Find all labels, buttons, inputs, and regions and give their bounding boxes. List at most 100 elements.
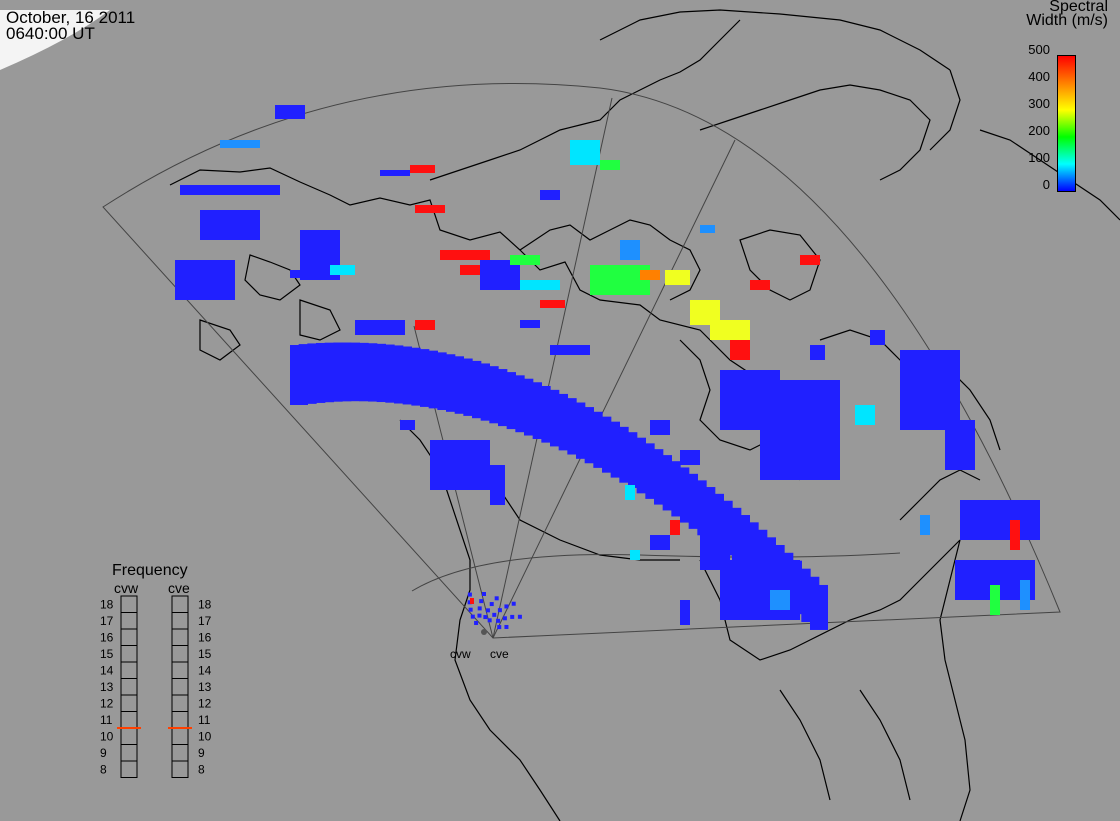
scatter-cell <box>492 612 497 617</box>
scatter-cell <box>520 280 560 290</box>
frequency-box <box>120 645 138 663</box>
sunlit-region <box>0 10 110 70</box>
scatter-cell <box>520 320 540 328</box>
date-label: October, 16 2011 <box>6 8 136 27</box>
scatter-cell <box>468 607 473 612</box>
colorbar-tick: 500 <box>1028 42 1050 57</box>
frequency-box <box>171 628 189 646</box>
scatter-cell <box>1010 520 1020 550</box>
scatter-cell <box>470 614 475 619</box>
scatter-cell <box>665 270 690 285</box>
scatter-cell <box>600 160 620 170</box>
scatter-cell <box>485 608 490 613</box>
scatter-cell <box>487 618 492 623</box>
frequency-box <box>171 678 189 696</box>
frequency-scale-label: 16 <box>100 630 114 644</box>
frequency-scale-label: 11 <box>100 713 113 727</box>
scatter-cell <box>474 620 479 625</box>
scatter-cell <box>477 606 482 611</box>
frequency-box <box>171 661 189 679</box>
colorbar-tick: 100 <box>1028 150 1050 165</box>
frequency-box <box>120 744 138 762</box>
scatter-cell <box>630 550 640 560</box>
colorbar-title: Spectral Width (m/s) <box>1026 0 1108 29</box>
scatter-cell <box>415 320 435 330</box>
frequency-scale-label: 12 <box>198 696 212 710</box>
scatter-cell <box>489 602 494 607</box>
scatter-cell <box>760 380 840 480</box>
scatter-cell <box>625 485 635 500</box>
scatter-cell <box>504 624 509 629</box>
scatter-cell <box>680 450 700 465</box>
frequency-title: Frequency <box>112 562 188 579</box>
frequency-col-cve: cve <box>168 580 190 596</box>
scatter-cell <box>710 320 750 340</box>
frequency-box <box>120 661 138 679</box>
colorbar-title-line1: Spectral <box>1049 0 1108 15</box>
scatter-cell <box>440 250 490 260</box>
frequency-box <box>120 727 138 745</box>
scatter-cell <box>517 614 522 619</box>
frequency-scale-label: 13 <box>100 680 114 694</box>
frequency-scale-label: 11 <box>198 713 211 727</box>
frequency-scale-label: 16 <box>198 630 212 644</box>
scatter-cell <box>180 185 280 195</box>
radar-site-marker <box>481 629 487 635</box>
scatter-cell <box>1020 580 1030 610</box>
radar-site-label-cvw: cvw <box>450 647 471 661</box>
scatter-cell <box>175 260 235 300</box>
frequency-scale-label: 14 <box>198 663 212 677</box>
frequency-box <box>120 628 138 646</box>
scatter-cell <box>810 600 825 620</box>
scatter-cell <box>483 615 488 620</box>
scatter-cell <box>810 345 825 360</box>
scatter-cell <box>220 140 260 148</box>
frequency-box <box>120 612 138 630</box>
scatter-cell <box>900 350 960 430</box>
frequency-box <box>171 760 189 778</box>
colorbar <box>1057 55 1076 192</box>
radar-site-label-cve: cve <box>490 647 509 661</box>
scatter-cell <box>494 596 499 601</box>
scatter-cell <box>467 600 472 605</box>
scatter-cell <box>380 170 410 176</box>
scatter-cell <box>650 535 670 550</box>
frequency-box <box>120 760 138 778</box>
scatter-cell <box>510 255 540 265</box>
frequency-box <box>120 678 138 696</box>
scatter-cell <box>540 190 560 200</box>
scatter-cell <box>497 608 502 613</box>
frequency-scale-label: 17 <box>198 614 212 628</box>
scatter-cell <box>540 300 565 308</box>
scatter-cell <box>460 265 490 275</box>
frequency-scale: 18 18 17 17 16 16 15 15 14 14 13 13 12 12 11 11 10 10 9 9 8 8 <box>100 595 212 778</box>
frequency-scale-label: 10 <box>198 729 212 743</box>
colorbar-title-line2: Width (m/s) <box>1026 12 1108 29</box>
scatter-cell <box>400 420 415 430</box>
scatter-cell <box>504 604 509 609</box>
frequency-scale-label: 13 <box>198 680 212 694</box>
colorbar-tick: 0 <box>1042 177 1050 192</box>
frequency-box <box>171 645 189 663</box>
frequency-scale-label: 8 <box>198 762 205 776</box>
frequency-box <box>120 694 138 712</box>
frequency-box <box>171 694 189 712</box>
scatter-cell <box>620 240 640 260</box>
scatter-cell <box>355 320 405 335</box>
scatter-cell <box>410 165 435 173</box>
scatter-cell <box>496 618 501 623</box>
scatter-cell <box>550 345 590 355</box>
scatter-cell <box>497 625 502 630</box>
scatter-cell <box>670 520 680 535</box>
scatter-cell <box>650 420 670 435</box>
frequency-box <box>120 711 138 729</box>
scatter-cell <box>511 601 516 606</box>
scatter-cell <box>570 140 600 165</box>
scatter-cell <box>430 440 490 490</box>
frequency-scale-label: 9 <box>198 746 205 760</box>
scatter-cell <box>730 340 750 360</box>
scatter-cell <box>680 600 690 625</box>
scatter-cell <box>490 465 505 505</box>
scatter-cell <box>290 270 330 278</box>
